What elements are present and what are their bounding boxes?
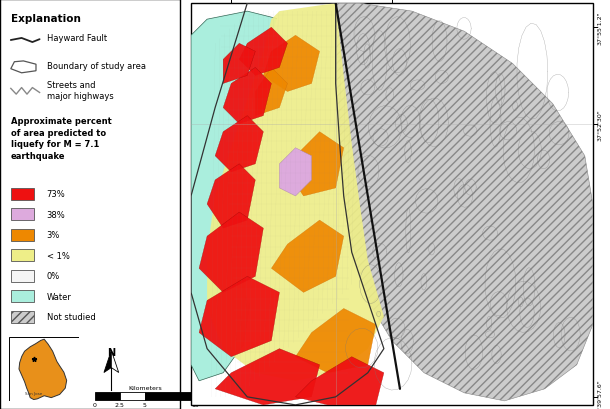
Polygon shape — [207, 4, 384, 381]
Text: Streets and
major highways: Streets and major highways — [47, 81, 113, 101]
Polygon shape — [111, 351, 119, 373]
Polygon shape — [336, 4, 593, 401]
Bar — [11, 188, 34, 200]
Text: < 1%: < 1% — [47, 251, 70, 260]
Text: 3%: 3% — [47, 231, 60, 240]
Text: 2.5: 2.5 — [115, 402, 124, 407]
Polygon shape — [199, 213, 264, 293]
Polygon shape — [287, 133, 343, 196]
Polygon shape — [199, 276, 279, 357]
Polygon shape — [207, 164, 256, 229]
Polygon shape — [295, 357, 384, 405]
Text: 0: 0 — [93, 402, 96, 407]
Bar — [11, 311, 34, 323]
Polygon shape — [295, 309, 376, 373]
Polygon shape — [279, 148, 312, 196]
Bar — [11, 290, 34, 303]
Polygon shape — [19, 339, 66, 400]
Text: 37°55'1.2": 37°55'1.2" — [598, 11, 603, 45]
Text: Boundary of study area: Boundary of study area — [47, 62, 146, 71]
Bar — [11, 249, 34, 262]
Polygon shape — [239, 4, 343, 333]
Bar — [95, 392, 120, 400]
Text: 0%: 0% — [47, 272, 60, 281]
Text: 38%: 38% — [47, 210, 65, 219]
Text: Hayward Fault: Hayward Fault — [47, 34, 107, 43]
Polygon shape — [104, 351, 111, 373]
Polygon shape — [215, 349, 320, 405]
Polygon shape — [191, 12, 328, 381]
Text: San Jose: San Jose — [24, 391, 42, 396]
Text: Water: Water — [47, 292, 71, 301]
Bar — [11, 229, 34, 241]
Bar — [145, 392, 195, 400]
Bar — [120, 392, 145, 400]
Text: 73%: 73% — [47, 190, 65, 199]
Bar — [11, 209, 34, 221]
Polygon shape — [239, 28, 287, 76]
Text: 37°39'57.6": 37°39'57.6" — [598, 378, 603, 409]
Text: N: N — [107, 347, 115, 357]
Bar — [11, 270, 34, 282]
Text: Approximate percent
of area predicted to
liquefy for M = 7.1
earthquake: Approximate percent of area predicted to… — [11, 117, 112, 161]
Text: Kilometers: Kilometers — [128, 385, 162, 390]
Polygon shape — [215, 116, 264, 173]
Text: Explanation: Explanation — [11, 14, 81, 24]
Text: 37°52'30": 37°52'30" — [598, 108, 603, 140]
Polygon shape — [223, 68, 271, 124]
Text: Not studied: Not studied — [47, 312, 96, 321]
Polygon shape — [223, 44, 256, 84]
Text: 10: 10 — [192, 402, 199, 407]
Text: 5: 5 — [143, 402, 147, 407]
Polygon shape — [256, 68, 287, 116]
Polygon shape — [264, 36, 320, 92]
Polygon shape — [271, 220, 343, 293]
